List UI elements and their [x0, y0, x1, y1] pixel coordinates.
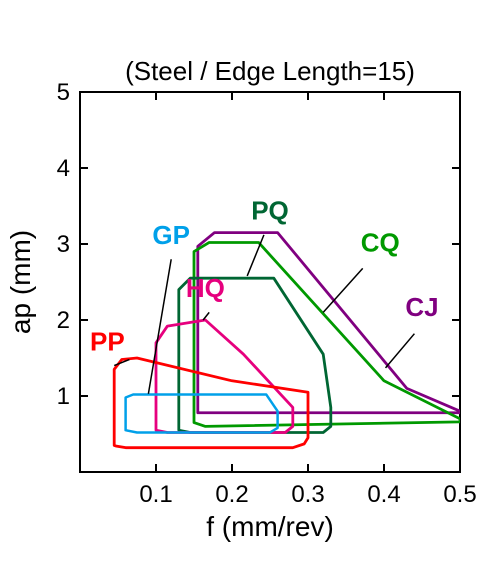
- series-label-CQ: CQ: [361, 228, 400, 258]
- plot-area-border: [80, 92, 460, 472]
- y-tick-label: 3: [57, 231, 70, 258]
- x-tick-label: 0.5: [443, 481, 476, 508]
- y-tick-label: 2: [57, 307, 70, 334]
- series-label-PQ: PQ: [251, 196, 289, 226]
- x-tick-label: 0.4: [367, 481, 400, 508]
- chart-svg: (Steel / Edge Length=15) 0.1 0.2 0.3 0.4 0.5…: [0, 0, 500, 572]
- x-tick-label: 0.3: [291, 481, 324, 508]
- chart-container: (Steel / Edge Length=15) 0.1 0.2 0.3 0.4 0.5…: [0, 0, 500, 572]
- y-tick-label: 4: [57, 155, 70, 182]
- y-tick-label: 1: [57, 383, 70, 410]
- region-HQ: [156, 320, 293, 432]
- series-label-PP: PP: [90, 326, 125, 356]
- lead-line-PQ: [247, 235, 264, 276]
- series-label-CJ: CJ: [405, 292, 438, 322]
- series-label-HQ: HQ: [186, 273, 225, 303]
- series-label-GP: GP: [152, 220, 190, 250]
- lead-line-CQ: [323, 268, 363, 312]
- x-tick-label: 0.2: [215, 481, 248, 508]
- y-tick-label: 5: [57, 79, 70, 106]
- region-CQ: [194, 242, 460, 426]
- x-axis-title: f (mm/rev): [206, 511, 334, 542]
- chart-title: (Steel / Edge Length=15): [125, 56, 415, 86]
- lead-line-CJ: [386, 334, 415, 368]
- region-PP: [114, 358, 308, 448]
- x-tick-label: 0.1: [139, 481, 172, 508]
- y-axis-title: ap (mm): [5, 230, 36, 334]
